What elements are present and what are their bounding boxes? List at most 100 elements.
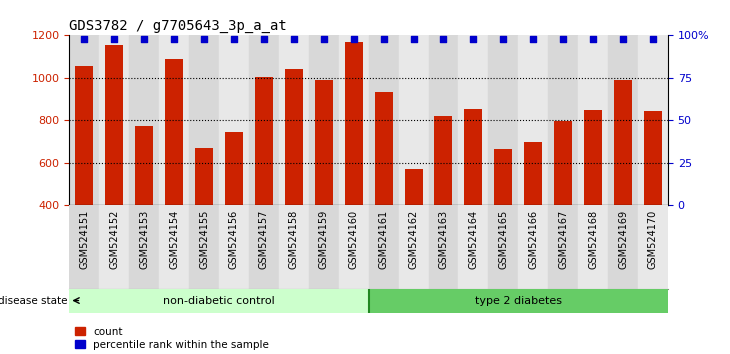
Bar (578, 205, 608, 289)
Bar (99, 35, 129, 205)
Bar (219, 35, 249, 205)
Bar (285, 69, 303, 205)
Text: GSM524155: GSM524155 (199, 210, 209, 269)
Point (648, 36, 659, 41)
Bar (69, 289, 369, 313)
Bar (135, 126, 153, 205)
Point (378, 36, 390, 41)
Bar (548, 205, 578, 289)
Point (288, 36, 300, 41)
Bar (638, 35, 668, 205)
Bar (249, 35, 279, 205)
Bar (369, 35, 399, 205)
Bar (129, 35, 159, 205)
Point (528, 36, 539, 41)
Text: GSM524167: GSM524167 (558, 210, 568, 269)
Bar (105, 45, 123, 205)
Point (258, 36, 270, 41)
Legend: count, percentile rank within the sample: count, percentile rank within the sample (74, 327, 269, 350)
Bar (369, 205, 399, 289)
Bar (374, 92, 393, 205)
Text: GSM524156: GSM524156 (229, 210, 239, 269)
Bar (315, 80, 333, 205)
Point (407, 36, 419, 41)
Bar (548, 35, 578, 205)
Bar (518, 35, 548, 205)
Bar (404, 169, 423, 205)
Point (228, 36, 239, 41)
Bar (75, 66, 93, 205)
Text: type 2 diabetes: type 2 diabetes (474, 296, 562, 306)
Bar (309, 35, 339, 205)
Bar (339, 205, 369, 289)
Bar (638, 205, 668, 289)
Point (558, 36, 569, 41)
Text: GDS3782 / g7705643_3p_a_at: GDS3782 / g7705643_3p_a_at (69, 19, 287, 33)
Bar (584, 110, 602, 205)
Bar (458, 35, 488, 205)
Bar (434, 116, 453, 205)
Text: GSM524152: GSM524152 (110, 210, 119, 269)
Point (468, 36, 480, 41)
Bar (345, 42, 363, 205)
Text: GSM524168: GSM524168 (588, 210, 598, 269)
Text: GSM524161: GSM524161 (379, 210, 388, 269)
Point (78, 36, 91, 41)
Bar (399, 205, 429, 289)
Point (108, 36, 120, 41)
Bar (614, 80, 632, 205)
Bar (518, 205, 548, 289)
Text: GSM524170: GSM524170 (648, 210, 658, 269)
Bar (189, 205, 219, 289)
Bar (99, 205, 129, 289)
Point (318, 36, 330, 41)
Bar (159, 205, 189, 289)
Text: GSM524158: GSM524158 (289, 210, 299, 269)
Bar (429, 35, 458, 205)
Bar (189, 35, 219, 205)
Bar (399, 35, 429, 205)
Bar (488, 35, 518, 205)
Point (618, 36, 629, 41)
Text: GSM524159: GSM524159 (319, 210, 328, 269)
Bar (608, 35, 638, 205)
Text: GSM524160: GSM524160 (349, 210, 358, 269)
Bar (69, 205, 99, 289)
Text: GSM524162: GSM524162 (409, 210, 418, 269)
Bar (279, 205, 309, 289)
Text: GSM524163: GSM524163 (439, 210, 448, 269)
Point (168, 36, 180, 41)
Bar (524, 142, 542, 205)
Bar (339, 35, 369, 205)
Point (587, 36, 599, 41)
Bar (165, 59, 183, 205)
Bar (255, 77, 273, 205)
Bar (69, 35, 99, 205)
Text: GSM524157: GSM524157 (259, 210, 269, 269)
Bar (578, 35, 608, 205)
Text: GSM524164: GSM524164 (469, 210, 478, 269)
Text: GSM524166: GSM524166 (529, 210, 538, 269)
Text: GSM524151: GSM524151 (80, 210, 89, 269)
Bar (488, 205, 518, 289)
Bar (644, 111, 662, 205)
Bar (249, 205, 279, 289)
Bar (195, 148, 213, 205)
Text: GSM524169: GSM524169 (618, 210, 628, 269)
Text: non-diabetic control: non-diabetic control (163, 296, 275, 306)
Text: disease state: disease state (0, 296, 68, 306)
Point (139, 36, 150, 41)
Text: GSM524153: GSM524153 (139, 210, 149, 269)
Bar (464, 109, 483, 205)
Bar (608, 205, 638, 289)
Bar (159, 35, 189, 205)
Text: GSM524165: GSM524165 (499, 210, 508, 269)
Point (498, 36, 510, 41)
Point (199, 36, 210, 41)
Text: GSM524154: GSM524154 (169, 210, 179, 269)
Bar (429, 205, 458, 289)
Point (438, 36, 450, 41)
Point (347, 36, 359, 41)
Bar (494, 149, 512, 205)
Bar (279, 35, 309, 205)
